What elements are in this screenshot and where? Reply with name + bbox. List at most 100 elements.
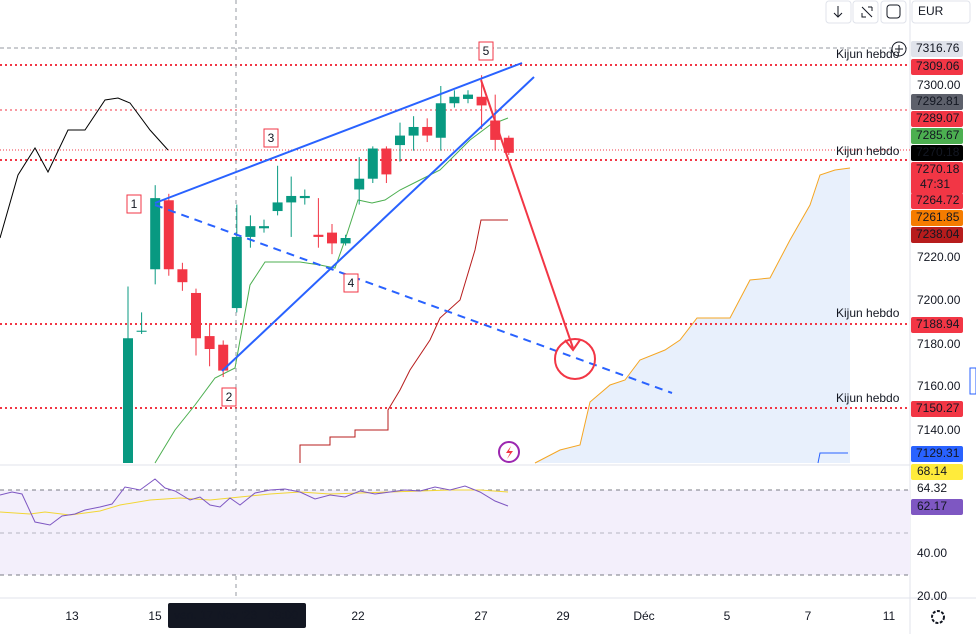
price-badge-text: 7238.04 bbox=[916, 227, 960, 241]
toolbar-button[interactable] bbox=[852, 0, 879, 24]
price-badge-text: 7316.76 bbox=[916, 41, 960, 55]
price-badge bbox=[911, 446, 963, 462]
event-icon bbox=[506, 446, 513, 459]
date-tick: 27 bbox=[474, 609, 488, 623]
expand-icon bbox=[861, 6, 873, 18]
price-badge bbox=[911, 210, 963, 226]
candle-body bbox=[327, 232, 337, 244]
crosshair-time: 09:00 bbox=[268, 608, 298, 622]
scroll-handle[interactable] bbox=[969, 367, 976, 395]
settings-icon[interactable] bbox=[931, 610, 945, 624]
arrow-head bbox=[564, 339, 581, 352]
candle-body bbox=[286, 195, 297, 203]
date-tick: 11 bbox=[883, 609, 896, 623]
price-tick: 7300.00 bbox=[917, 78, 961, 92]
wave-label: 5 bbox=[483, 44, 490, 58]
rsi-tick: 20.00 bbox=[917, 589, 947, 603]
wave-box bbox=[126, 194, 142, 214]
candle-body bbox=[463, 94, 473, 99]
crosshair-date: ven. 17 Nov '23 bbox=[174, 608, 257, 622]
candle-body bbox=[299, 195, 310, 199]
candle-body bbox=[395, 135, 405, 146]
candle-body bbox=[259, 226, 269, 229]
date-tick: Déc bbox=[633, 609, 654, 623]
rsi-badge-text: 68.14 bbox=[917, 464, 947, 478]
wedge-line bbox=[154, 62, 523, 204]
price-badge bbox=[911, 193, 963, 209]
rsi-band bbox=[0, 490, 910, 575]
date-tick: 5 bbox=[724, 609, 731, 623]
wave-box bbox=[343, 273, 359, 293]
rsi-badge bbox=[911, 499, 963, 515]
add-icon bbox=[895, 45, 903, 53]
candle-body bbox=[123, 338, 133, 463]
date-tick: 13 bbox=[65, 609, 79, 623]
price-tick: 7160.00 bbox=[917, 379, 961, 393]
candle-body bbox=[272, 202, 283, 212]
price-badge-text: 7270.18 bbox=[916, 145, 960, 159]
candle-body bbox=[381, 148, 392, 175]
price-badge-text: 7188.94 bbox=[916, 317, 960, 331]
event-icon bbox=[498, 441, 520, 463]
price-badge-text: 7150.27 bbox=[916, 401, 960, 415]
price-badge bbox=[911, 128, 963, 144]
wave-box bbox=[221, 387, 237, 407]
price-badge-text: 7292.81 bbox=[916, 94, 960, 108]
price-badge bbox=[911, 317, 963, 333]
candle-body bbox=[449, 96, 460, 104]
ichimoku-cloud bbox=[535, 168, 850, 463]
price-badge bbox=[911, 227, 963, 243]
candle-body bbox=[340, 237, 351, 244]
rsi-badge bbox=[911, 464, 963, 480]
candle-body bbox=[231, 236, 242, 309]
price-badge-text: 7264.72 bbox=[916, 193, 960, 207]
candle-body bbox=[313, 234, 324, 237]
toolbar-button[interactable] bbox=[880, 0, 907, 24]
candle-body bbox=[218, 344, 229, 371]
candle-body bbox=[136, 330, 147, 332]
target-circle bbox=[554, 338, 596, 380]
date-tick: 15 bbox=[148, 609, 162, 623]
candle-body bbox=[150, 198, 161, 270]
candle-body bbox=[435, 103, 446, 138]
candle-body bbox=[422, 126, 433, 136]
candle-body bbox=[163, 200, 174, 270]
price-badge bbox=[911, 41, 963, 57]
candle-body bbox=[191, 292, 201, 339]
price-tick: 7220.00 bbox=[917, 250, 961, 264]
wave-label: 2 bbox=[226, 390, 233, 404]
candle-body bbox=[354, 178, 365, 190]
wave-box bbox=[263, 128, 279, 148]
crosshair-label bbox=[168, 603, 306, 628]
candle-body bbox=[503, 137, 514, 153]
candle-body bbox=[408, 126, 419, 136]
candle-body bbox=[476, 96, 487, 106]
price-tick: 7200.00 bbox=[917, 293, 961, 307]
down-icon bbox=[833, 6, 843, 18]
fullscreen-icon bbox=[886, 4, 901, 19]
price-badge bbox=[911, 401, 963, 417]
arrow bbox=[480, 79, 574, 349]
level-label: Kijun hebdo bbox=[836, 47, 900, 61]
date-tick: 7 bbox=[805, 609, 812, 623]
rsi-tick: 40.00 bbox=[917, 546, 947, 560]
price-badge-text: 7289.07 bbox=[916, 111, 960, 125]
level-label: Kijun hebdo bbox=[836, 306, 900, 320]
candle-body bbox=[245, 226, 256, 237]
wave-label: 3 bbox=[268, 131, 275, 145]
wedge-line bbox=[221, 76, 535, 372]
price-badge-text: 7309.06 bbox=[916, 59, 960, 73]
wave-label: 4 bbox=[348, 276, 355, 290]
level-label: Kijun hebdo bbox=[836, 144, 900, 158]
currency-button[interactable] bbox=[911, 0, 971, 24]
candle-body bbox=[204, 336, 215, 350]
price-badge-text: 7261.85 bbox=[916, 210, 960, 224]
candle-body bbox=[177, 269, 188, 283]
wave-label: 1 bbox=[131, 197, 138, 211]
date-tick: 22 bbox=[351, 609, 365, 623]
rsi-badge-text: 62.17 bbox=[917, 499, 947, 513]
price-badge-text: 7270.18 bbox=[916, 162, 960, 176]
currency: EUR bbox=[918, 4, 944, 18]
candle-body bbox=[490, 120, 501, 140]
rsi-tick: 64.32 bbox=[917, 481, 947, 495]
